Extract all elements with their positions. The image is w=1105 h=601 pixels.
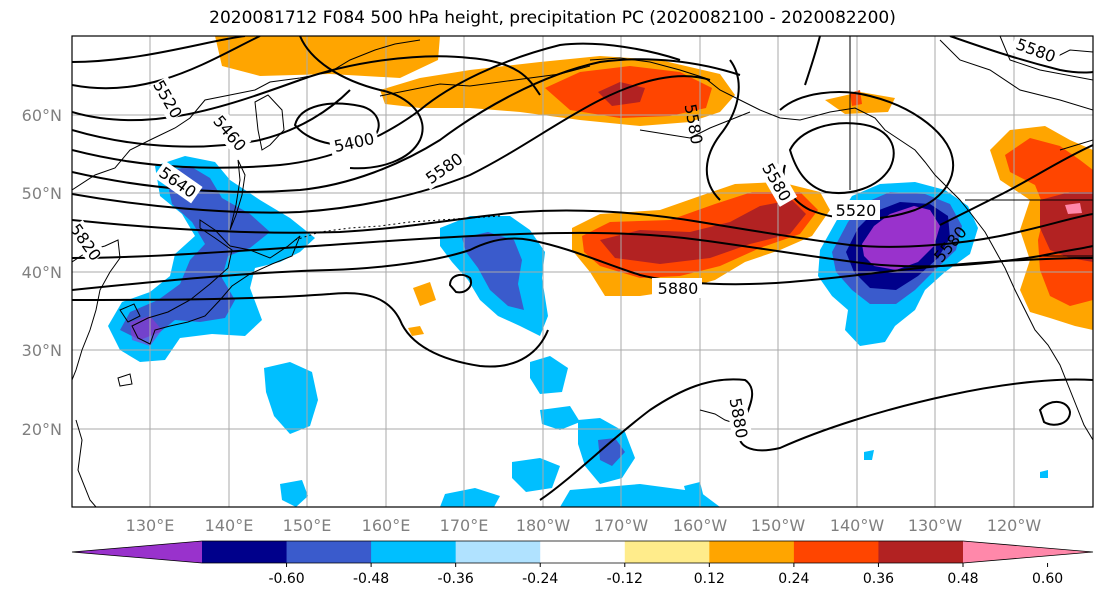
lon-label: 170°E bbox=[440, 516, 489, 535]
colorbar-tick-label: 0.48 bbox=[947, 571, 978, 587]
colorbar-segment bbox=[709, 541, 795, 563]
colorbar-tick-label: -0.48 bbox=[353, 571, 389, 587]
lon-label: 170°W bbox=[594, 516, 649, 535]
colorbar-tick-label: 0.60 bbox=[1032, 571, 1063, 587]
contour-label: 5520 bbox=[836, 201, 877, 220]
colorbar-segment bbox=[455, 541, 541, 563]
colorbar-tick-label: -0.60 bbox=[268, 571, 304, 587]
colorbar-segment bbox=[878, 541, 964, 563]
colorbar-tick-label: 0.24 bbox=[778, 571, 809, 587]
colorbar-tick-label: -0.36 bbox=[438, 571, 474, 587]
contour-label: 5880 bbox=[658, 279, 699, 298]
lon-label: 130°W bbox=[908, 516, 963, 535]
map-frame bbox=[71, 35, 1094, 508]
colorbar-tick-label: 0.12 bbox=[694, 571, 725, 587]
lon-label: 120°W bbox=[987, 516, 1042, 535]
colorbar: -0.60 -0.48 -0.36 -0.24 -0.12 0.12 0.24 0.36 0.4… bbox=[71, 540, 1094, 587]
height-contours bbox=[72, 36, 1093, 501]
colorbar-segment bbox=[540, 541, 626, 563]
lon-label: 180°W bbox=[516, 516, 571, 535]
lat-label: 60°N bbox=[22, 106, 62, 125]
lon-label: 140°W bbox=[830, 516, 885, 535]
colorbar-extend-max bbox=[963, 541, 1093, 563]
colorbar-segment bbox=[286, 541, 372, 563]
colorbar-segment bbox=[371, 541, 457, 563]
lon-label: 160°W bbox=[673, 516, 728, 535]
colorbar-tick-label: -0.12 bbox=[607, 571, 643, 587]
lon-label: 130°E bbox=[126, 516, 175, 535]
colorbar-tick-label: 0.36 bbox=[863, 571, 894, 587]
lat-label: 40°N bbox=[22, 263, 62, 282]
colorbar-segment bbox=[793, 541, 879, 563]
lon-label: 150°W bbox=[751, 516, 806, 535]
longitude-labels: 130°E 140°E 150°E 160°E 170°E 180°W 170°… bbox=[126, 516, 1042, 535]
lat-label: 50°N bbox=[22, 184, 62, 203]
lon-label: 150°E bbox=[283, 516, 332, 535]
lon-label: 160°E bbox=[362, 516, 411, 535]
colorbar-tick-label: -0.24 bbox=[522, 571, 558, 587]
latitude-labels: 60°N 50°N 40°N 30°N 20°N bbox=[22, 106, 62, 439]
colorbar-segment bbox=[624, 541, 710, 563]
lat-label: 30°N bbox=[22, 341, 62, 360]
colorbar-segment bbox=[202, 541, 288, 563]
map-title: 2020081712 F084 500 hPa height, precipit… bbox=[209, 8, 896, 28]
coastlines bbox=[72, 36, 1093, 507]
lon-label: 140°E bbox=[205, 516, 254, 535]
precipitation-shading bbox=[108, 36, 1093, 507]
lat-label: 20°N bbox=[22, 420, 62, 439]
colorbar-extend-min bbox=[72, 541, 202, 563]
